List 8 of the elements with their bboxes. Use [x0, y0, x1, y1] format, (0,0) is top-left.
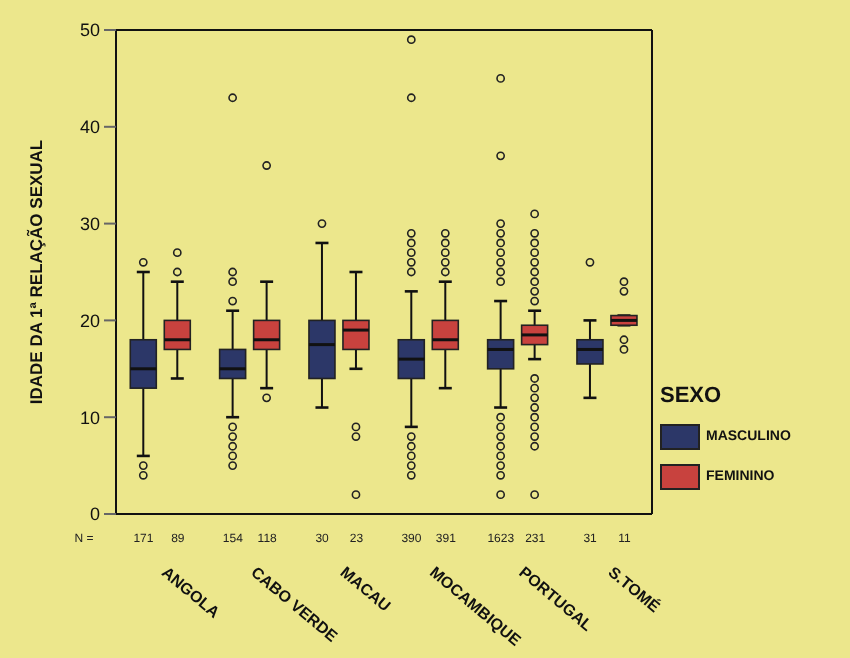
y-tick-label: 50	[79, 20, 100, 41]
y-tick-label: 30	[79, 213, 100, 234]
legend-title: SEXO	[660, 384, 724, 408]
y-tick-label: 10	[79, 407, 100, 428]
y-axis-title: IDADE DA 1ª RELAÇÃO SEXUAL	[26, 139, 47, 405]
y-tick-label: 40	[79, 117, 100, 138]
y-tick-label: 20	[79, 310, 100, 331]
y-tick-label: 0	[89, 504, 100, 525]
